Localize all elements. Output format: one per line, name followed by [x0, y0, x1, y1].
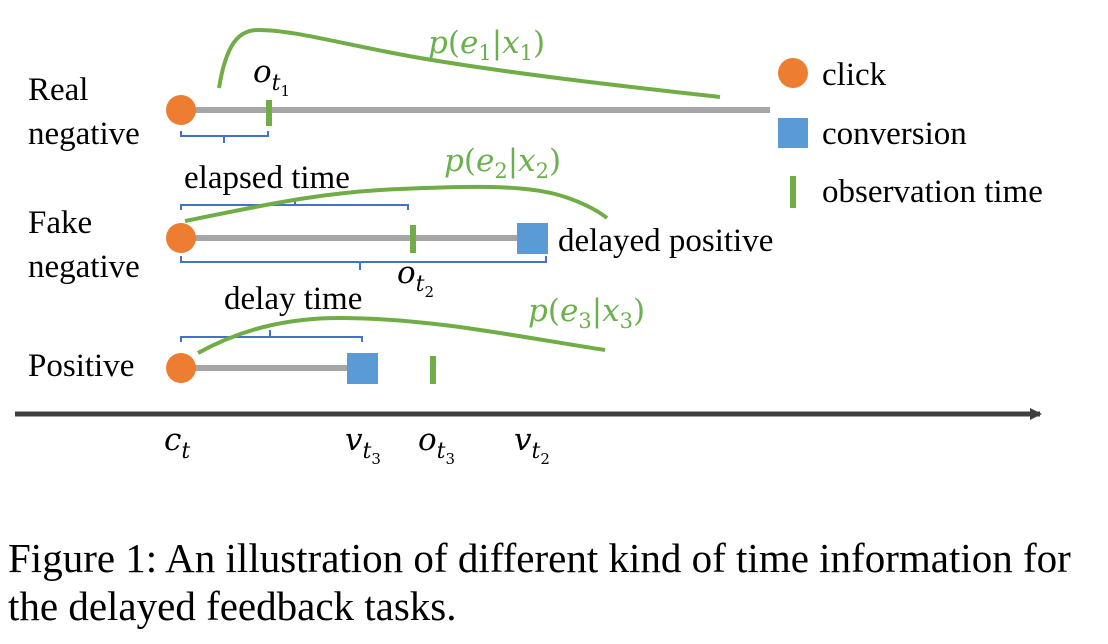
- legend-observation-label: observation time: [822, 174, 1043, 210]
- curve-e2: [184, 184, 609, 223]
- curve-label-e3: p(e3|x3): [528, 293, 645, 333]
- click-dot-1: [166, 95, 196, 125]
- marker-label-o-t1: ot1: [253, 54, 290, 100]
- row-label-negative-1: negative: [28, 116, 140, 152]
- curve-label-e1: p(e1|x1): [428, 25, 545, 65]
- row-label-fake: Fake: [28, 205, 92, 241]
- click-dot-3: [166, 353, 196, 383]
- click-dot-2: [166, 223, 196, 253]
- figure-caption: Figure 1: An illustration of different k…: [8, 535, 1071, 629]
- conversion-square-2: [517, 223, 548, 254]
- bracket-real-negative: [180, 131, 269, 143]
- delay-time-label: delay time: [224, 281, 362, 317]
- delayed-positive-label: delayed positive: [558, 223, 773, 259]
- row-label-positive: Positive: [28, 348, 134, 384]
- axis-label-v-t2: vt2: [514, 422, 550, 468]
- legend-click-label: click: [822, 57, 887, 93]
- bracket-delay-time: [180, 256, 547, 270]
- legend-conversion-label: conversion: [822, 116, 967, 152]
- row-label-real: Real: [28, 72, 88, 108]
- marker-label-o-t2: ot2: [397, 255, 434, 301]
- axis-label-v-t3: vt3: [345, 422, 381, 468]
- curve-label-e2: p(e2|x2): [444, 143, 561, 183]
- legend-conversion-square: [778, 118, 808, 148]
- curve-e1: [217, 27, 721, 99]
- conversion-square-3: [347, 353, 378, 384]
- axis-label-o-t3: ot3: [418, 422, 455, 468]
- legend-click-dot: [778, 58, 808, 88]
- row-label-negative-2: negative: [28, 249, 140, 285]
- axis-label-c-t: ct: [164, 422, 190, 464]
- bracket-positive: [180, 330, 363, 342]
- curve-e3: [197, 315, 606, 355]
- elapsed-time-label: elapsed time: [184, 160, 350, 196]
- time-diagram: Real negative Fake negative Positive del…: [15, 25, 1043, 468]
